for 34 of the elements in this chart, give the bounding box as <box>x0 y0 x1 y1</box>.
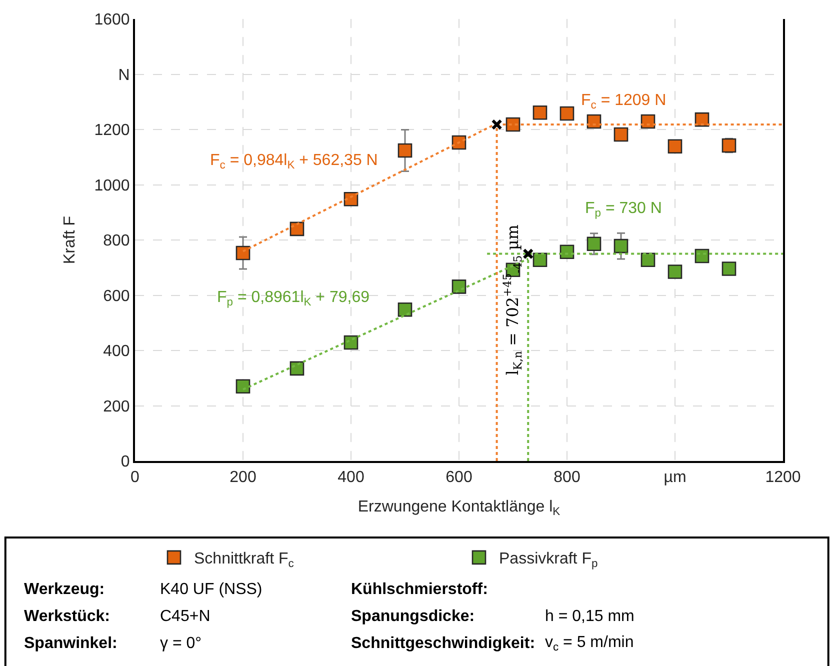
x-tick-label: 600 <box>446 469 472 486</box>
text: γ = 0° <box>160 635 202 652</box>
text: Werkzeug: <box>24 581 105 598</box>
text: Spanungsdicke: <box>351 608 475 625</box>
x-tick-label: 1200 <box>765 469 801 486</box>
text: Spanwinkel: <box>24 635 118 652</box>
legend-label: Schnittkraft F$_{c}$ <box>194 550 294 570</box>
annotation: F$_{p}$ = 730 N <box>585 200 662 220</box>
text: Werkstück: <box>24 608 110 625</box>
text: C45+N <box>160 608 210 625</box>
y-tick-label: 1000 <box>94 177 130 194</box>
y-tick-label: 400 <box>103 343 130 360</box>
y-tick-label: 1600 <box>94 12 130 29</box>
text: h = 0,15 mm <box>545 608 634 625</box>
text: K40 UF (NSS) <box>160 581 262 598</box>
y-tick-label: N <box>118 66 130 84</box>
y-tick-label: 200 <box>103 398 130 416</box>
annotation: F$_{c}$ = 1209 N <box>581 92 666 112</box>
x-tick-label: µm <box>664 469 686 486</box>
y-tick-label: 600 <box>103 288 130 305</box>
x-tick-label: 400 <box>338 469 364 486</box>
y-tick-label: 0 <box>120 454 130 471</box>
annotation: F$_{c}$ = 0,984l$_{K}$ + 562,35 N <box>210 152 378 172</box>
legend-label: Passivkraft F$_{p}$ <box>499 550 598 570</box>
x-axis-title: Erzwungene Kontaktlänge l$_{K}$ <box>358 498 561 518</box>
x-tick-label: 800 <box>554 469 580 486</box>
y-tick-label: 800 <box>103 232 130 250</box>
text: v$_{c}$ = 5 m/min <box>545 634 634 654</box>
y-axis-title: Kraft F <box>62 216 79 264</box>
x-tick-label: 200 <box>230 469 256 486</box>
text: Kühlschmierstoff: <box>351 581 488 598</box>
annotation: F$_{p}$ = 0,8961l$_{K}$ + 79,69 <box>217 289 370 308</box>
text: Schnittgeschwindigkeit: <box>351 635 536 652</box>
y-tick-label: 1200 <box>94 122 130 140</box>
